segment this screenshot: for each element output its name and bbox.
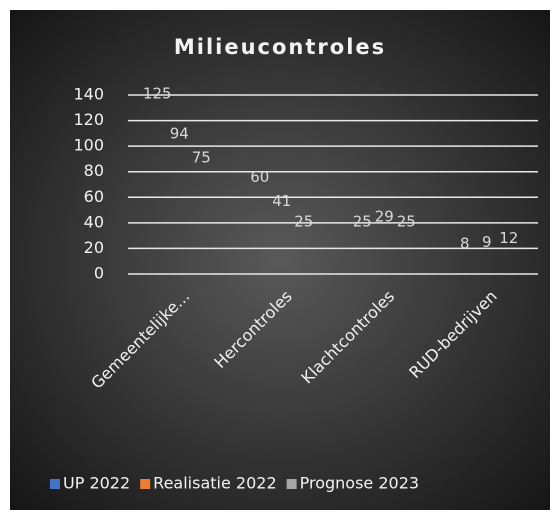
data-label: 25 xyxy=(397,213,416,231)
data-label: 8 xyxy=(460,234,470,252)
y-tick-label: 140 xyxy=(73,85,104,104)
legend-label: UP 2022 xyxy=(63,474,130,493)
y-tick-label: 20 xyxy=(84,238,104,257)
legend-swatch xyxy=(286,479,297,489)
data-label: 25 xyxy=(294,213,313,231)
chart-title: Milieucontroles xyxy=(174,35,386,59)
legend-label: Realisatie 2022 xyxy=(153,474,276,493)
y-tick-label: 60 xyxy=(84,187,104,206)
y-tick-label: 100 xyxy=(73,136,104,155)
y-tick-label: 80 xyxy=(84,161,104,180)
y-tick-label: 120 xyxy=(73,110,104,129)
y-tick-label: 40 xyxy=(84,212,104,231)
data-label: 94 xyxy=(170,124,189,142)
data-label: 41 xyxy=(272,192,291,210)
chart-background xyxy=(10,10,550,510)
data-label: 25 xyxy=(353,213,372,231)
legend-swatch xyxy=(50,479,60,489)
y-tick-label: 0 xyxy=(94,264,104,283)
data-label: 29 xyxy=(375,207,394,225)
legend-label: Prognose 2023 xyxy=(300,474,419,493)
data-label: 75 xyxy=(192,149,211,167)
legend-swatch xyxy=(140,479,151,489)
data-label: 12 xyxy=(499,229,518,247)
data-label: 9 xyxy=(482,233,492,251)
data-label: 125 xyxy=(143,85,172,103)
data-label: 60 xyxy=(250,168,269,186)
